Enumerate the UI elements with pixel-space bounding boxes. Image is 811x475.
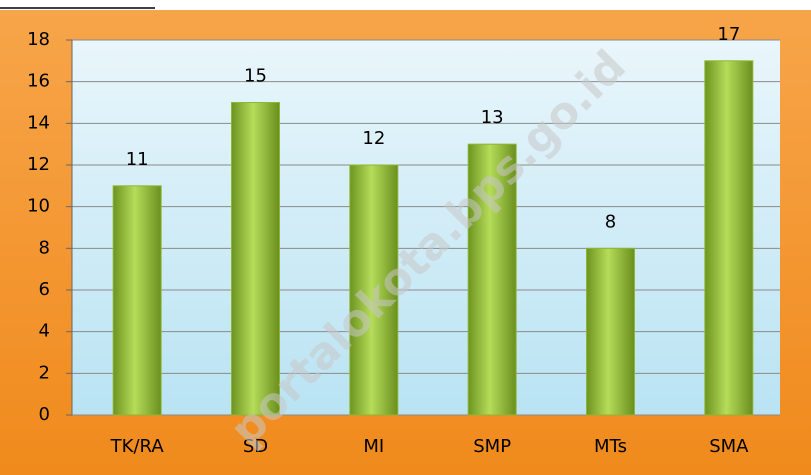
- data-label: 15: [244, 66, 267, 87]
- y-tick-label: 14: [27, 112, 50, 133]
- data-label: 8: [605, 211, 616, 232]
- data-label: 12: [362, 128, 385, 149]
- bar: [349, 164, 399, 416]
- bar: [467, 143, 517, 416]
- y-tick-label: 0: [39, 404, 50, 425]
- bar: [704, 60, 754, 416]
- y-tick-label: 8: [39, 237, 50, 258]
- y-tick-label: 4: [39, 321, 50, 342]
- y-tick-label: 6: [39, 279, 50, 300]
- plot-area: [72, 40, 780, 415]
- x-tick-label: SD: [243, 436, 268, 457]
- x-tick-label: SMA: [709, 436, 749, 457]
- x-tick-label: MI: [363, 436, 384, 457]
- y-tick-label: 16: [27, 71, 50, 92]
- data-label: 11: [126, 149, 149, 170]
- y-tick-label: 10: [27, 196, 50, 217]
- bar: [112, 185, 162, 416]
- x-tick-label: TK/RA: [110, 436, 165, 457]
- x-tick-label: SMP: [473, 436, 511, 457]
- bar: [586, 247, 635, 416]
- bar: [231, 102, 280, 416]
- x-tick-label: MTs: [594, 436, 627, 457]
- y-tick-label: 18: [27, 29, 50, 50]
- data-label: 13: [481, 107, 504, 128]
- data-label: 17: [717, 24, 740, 45]
- y-tick-label: 12: [27, 154, 50, 175]
- y-tick-label: 2: [39, 362, 50, 383]
